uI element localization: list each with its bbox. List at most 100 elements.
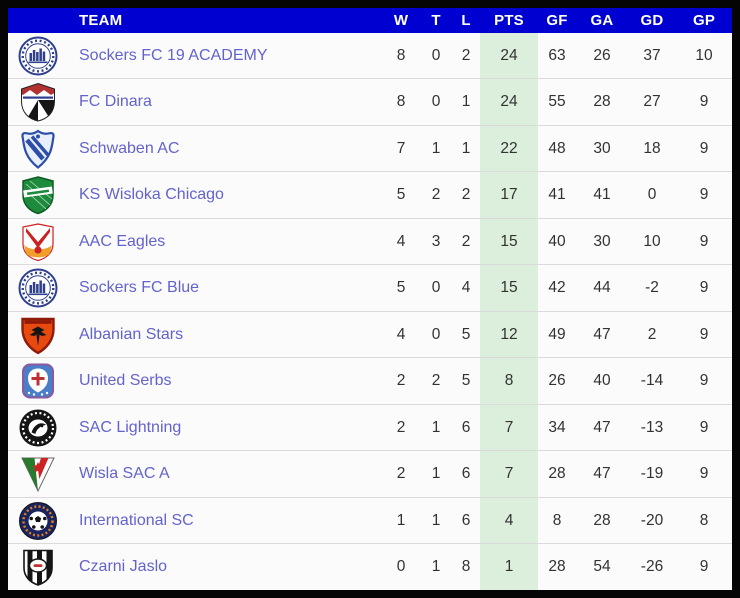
losses-cell: 1 bbox=[452, 78, 480, 126]
goals-for-cell: 41 bbox=[538, 171, 576, 219]
sockers-fc-crest-icon[interactable] bbox=[18, 268, 58, 308]
wins-cell: 1 bbox=[382, 496, 420, 544]
goal-diff-cell: -13 bbox=[628, 403, 676, 451]
goals-against-cell: 40 bbox=[576, 357, 628, 405]
ties-cell: 3 bbox=[420, 217, 452, 265]
goals-for-cell: 63 bbox=[548, 46, 566, 64]
team-name-link[interactable]: United Serbs bbox=[79, 372, 172, 390]
team-cell: Czarni Jaslo bbox=[72, 543, 382, 590]
team-name-link[interactable]: Wisla SAC A bbox=[79, 465, 170, 483]
logo-cell bbox=[8, 543, 72, 590]
header-losses: L bbox=[452, 8, 480, 33]
losses-cell: 5 bbox=[452, 357, 480, 405]
table-row: United Serbs 2 2 5 8 26 40 -14 9 bbox=[8, 357, 732, 405]
goal-diff-cell: 2 bbox=[628, 310, 676, 358]
logo-cell bbox=[8, 357, 72, 405]
points-cell: 12 bbox=[480, 310, 538, 358]
czarni-jaslo-shield-icon[interactable] bbox=[18, 547, 58, 587]
points-cell: 15 bbox=[480, 217, 538, 265]
team-name-link[interactable]: FC Dinara bbox=[79, 93, 152, 111]
header-row: TEAM W T L PTS GF GA GD GP bbox=[8, 8, 732, 33]
table-row: SAC Lightning 2 1 6 7 34 47 -13 9 bbox=[8, 403, 732, 451]
games-played-cell: 9 bbox=[676, 171, 732, 219]
team-cell: Sockers FC 19 ACADEMY bbox=[72, 33, 382, 79]
wins-cell: 7 bbox=[382, 124, 420, 172]
wins-cell: 0 bbox=[382, 543, 420, 590]
header-games-played: GP bbox=[676, 8, 732, 33]
games-played-cell: 9 bbox=[676, 78, 732, 126]
wisla-sac-triangle-icon[interactable] bbox=[18, 454, 58, 494]
goal-diff-cell: 0 bbox=[628, 171, 676, 219]
sockers-fc-crest-icon[interactable] bbox=[18, 36, 58, 76]
team-name-link[interactable]: Sockers FC 19 ACADEMY bbox=[79, 46, 268, 64]
ties-cell: 2 bbox=[420, 171, 452, 219]
aac-eagles-crest-icon[interactable] bbox=[18, 222, 58, 262]
table-row: FC Dinara 8 0 1 24 55 28 27 9 bbox=[8, 78, 732, 126]
goals-for-cell: 26 bbox=[538, 357, 576, 405]
header-goal-diff: GD bbox=[628, 8, 676, 33]
goals-for-cell: 55 bbox=[538, 78, 576, 126]
goal-diff-cell: -14 bbox=[628, 357, 676, 405]
goal-diff-cell: 37 bbox=[643, 46, 661, 64]
points-cell: 7 bbox=[480, 403, 538, 451]
table-row: Sockers FC Blue 5 0 4 15 42 44 -2 9 bbox=[8, 264, 732, 312]
team-name-link[interactable]: SAC Lightning bbox=[79, 418, 182, 436]
goals-for-cell: 48 bbox=[538, 124, 576, 172]
goals-against-cell: 47 bbox=[576, 403, 628, 451]
losses-cell: 1 bbox=[452, 124, 480, 172]
points-cell: 4 bbox=[480, 496, 538, 544]
goals-against-cell: 41 bbox=[576, 171, 628, 219]
team-name-link[interactable]: Sockers FC Blue bbox=[79, 279, 200, 297]
table-row: Albanian Stars 4 0 5 12 49 47 2 9 bbox=[8, 310, 732, 358]
ks-wisloka-shield-icon[interactable] bbox=[18, 175, 58, 215]
points-cell: 17 bbox=[480, 171, 538, 219]
wins-cell: 4 bbox=[382, 217, 420, 265]
albanian-stars-shield-icon[interactable] bbox=[18, 315, 58, 355]
goals-against-cell: 54 bbox=[576, 543, 628, 590]
wins-cell: 2 bbox=[382, 357, 420, 405]
logo-cell bbox=[8, 124, 72, 172]
team-name-link[interactable]: KS Wisloka Chicago bbox=[79, 186, 224, 204]
ties-cell: 0 bbox=[420, 78, 452, 126]
team-name-link[interactable]: Czarni Jaslo bbox=[79, 558, 168, 576]
games-played-cell: 9 bbox=[676, 310, 732, 358]
united-serbs-shield-icon[interactable] bbox=[18, 361, 58, 401]
goals-against-cell: 30 bbox=[576, 217, 628, 265]
goal-diff-cell: -19 bbox=[628, 450, 676, 498]
goals-for-cell: 28 bbox=[538, 450, 576, 498]
team-name-link[interactable]: Schwaben AC bbox=[79, 139, 180, 157]
logo-cell bbox=[8, 403, 72, 451]
wins-cell: 5 bbox=[382, 264, 420, 312]
goals-for-cell: 42 bbox=[538, 264, 576, 312]
team-name-link[interactable]: AAC Eagles bbox=[79, 232, 166, 250]
team-name-link[interactable]: Albanian Stars bbox=[79, 325, 184, 343]
ties-cell: 1 bbox=[420, 403, 452, 451]
wins-cell: 2 bbox=[382, 403, 420, 451]
team-cell: United Serbs bbox=[72, 357, 382, 405]
logo-cell bbox=[8, 496, 72, 544]
ties-cell: 1 bbox=[420, 543, 452, 590]
team-name-link[interactable]: International SC bbox=[79, 511, 194, 529]
goals-against-cell: 44 bbox=[576, 264, 628, 312]
goal-diff-cell: -26 bbox=[628, 543, 676, 590]
team-cell: FC Dinara bbox=[72, 78, 382, 126]
ties-cell: 1 bbox=[420, 124, 452, 172]
standings-table: TEAM W T L PTS GF GA GD GP Sockers FC 19… bbox=[8, 8, 732, 590]
wins-cell: 8 bbox=[396, 46, 406, 64]
logo-cell bbox=[8, 171, 72, 219]
goals-for-cell: 40 bbox=[538, 217, 576, 265]
goals-against-cell: 28 bbox=[576, 78, 628, 126]
international-sc-roundel-icon[interactable] bbox=[18, 501, 58, 541]
table-row: KS Wisloka Chicago 5 2 2 17 41 41 0 9 bbox=[8, 171, 732, 219]
games-played-cell: 8 bbox=[676, 496, 732, 544]
table-row: Wisla SAC A 2 1 6 7 28 47 -19 9 bbox=[8, 450, 732, 498]
header-goals-for: GF bbox=[538, 8, 576, 33]
losses-cell: 6 bbox=[452, 403, 480, 451]
sac-lightning-roundel-icon[interactable] bbox=[18, 408, 58, 448]
header-goals-against: GA bbox=[576, 8, 628, 33]
schwaben-ac-crest-icon[interactable] bbox=[18, 129, 58, 169]
header-points: PTS bbox=[480, 8, 538, 33]
fc-dinara-shield-icon[interactable] bbox=[18, 82, 58, 122]
logo-cell bbox=[8, 33, 72, 79]
games-played-cell: 9 bbox=[676, 450, 732, 498]
